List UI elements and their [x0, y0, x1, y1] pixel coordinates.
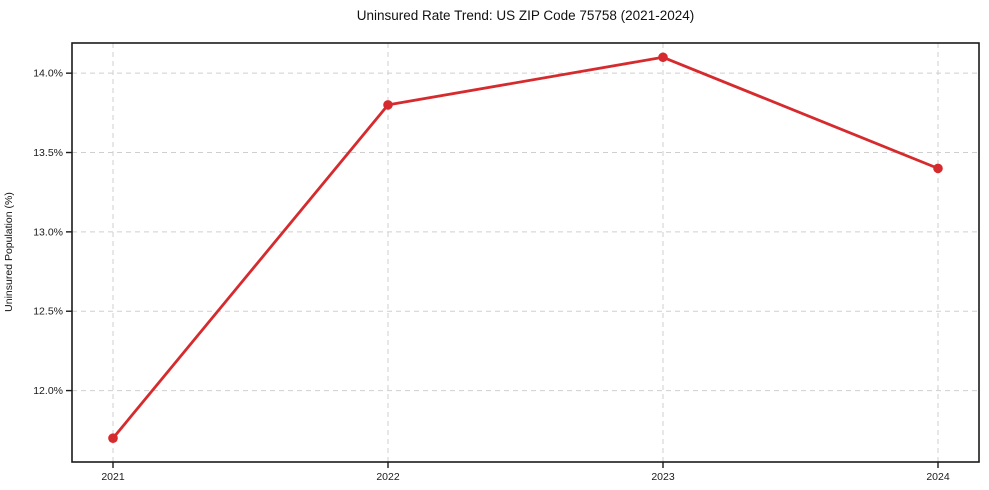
chart-title: Uninsured Rate Trend: US ZIP Code 75758 … [356, 8, 695, 23]
plot-border [71, 42, 980, 463]
y-tick-label: 13.0% [33, 226, 63, 238]
y-tick-label: 12.5% [33, 306, 63, 318]
data-point-marker [933, 163, 943, 174]
data-point-marker [658, 52, 668, 63]
x-tick-label: 2023 [651, 471, 675, 483]
y-tick-label: 14.0% [33, 68, 63, 80]
y-tick-label: 13.5% [33, 147, 63, 159]
x-tick-label: 2021 [101, 471, 125, 483]
x-tick-label: 2024 [926, 471, 950, 483]
y-tick-label: 12.0% [33, 385, 63, 397]
data-point-marker [108, 433, 118, 443]
data-point-marker [383, 100, 393, 110]
x-tick-label: 2022 [376, 471, 400, 483]
trend-line [111, 55, 940, 440]
